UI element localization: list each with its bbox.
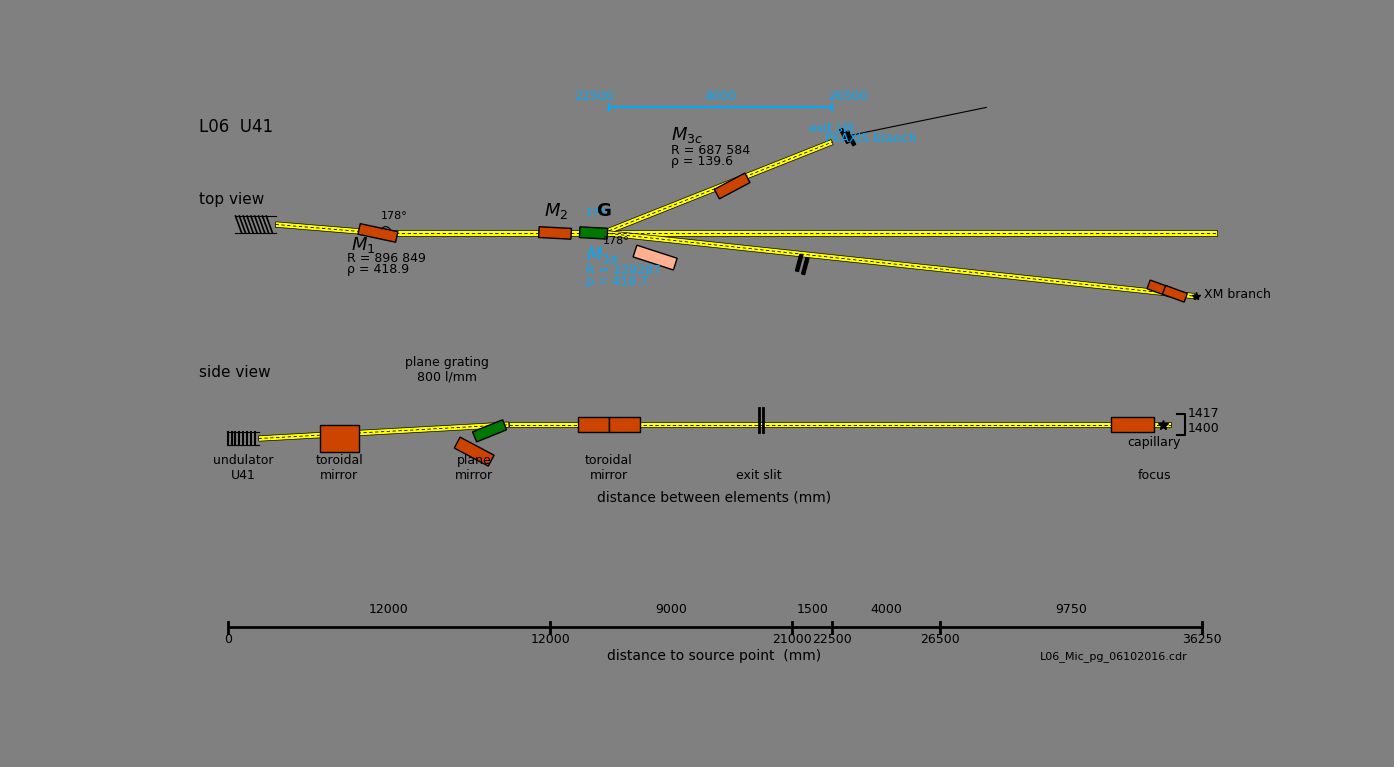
Text: 22500: 22500 bbox=[813, 633, 852, 646]
Polygon shape bbox=[1111, 417, 1154, 433]
Polygon shape bbox=[538, 227, 572, 239]
Text: focus: focus bbox=[1138, 469, 1171, 482]
Text: toroidal
mirror: toroidal mirror bbox=[585, 453, 633, 482]
Text: R = 229287: R = 229287 bbox=[585, 264, 661, 277]
Text: 1500: 1500 bbox=[796, 604, 828, 617]
Text: ρ = 418.7: ρ = 418.7 bbox=[585, 275, 648, 288]
Text: top view: top view bbox=[199, 192, 265, 206]
Text: $M_{3c}$: $M_{3c}$ bbox=[671, 125, 703, 145]
Polygon shape bbox=[802, 258, 809, 275]
Text: R = 687 584: R = 687 584 bbox=[671, 143, 750, 156]
Polygon shape bbox=[509, 422, 1171, 427]
Text: XM branch: XM branch bbox=[1200, 288, 1271, 301]
Text: toroidal
mirror: toroidal mirror bbox=[315, 453, 364, 482]
Text: 9000: 9000 bbox=[655, 604, 687, 617]
Polygon shape bbox=[609, 417, 640, 433]
Polygon shape bbox=[846, 130, 856, 146]
Text: $M_2$: $M_2$ bbox=[544, 201, 569, 221]
Text: 0: 0 bbox=[224, 633, 231, 646]
Text: $M_{3a}$: $M_{3a}$ bbox=[585, 245, 619, 265]
Text: exit slit: exit slit bbox=[809, 122, 855, 135]
Text: 4000: 4000 bbox=[704, 90, 736, 103]
Polygon shape bbox=[604, 230, 1195, 299]
Text: 174°: 174° bbox=[585, 208, 612, 218]
Text: plane grating
800 l/mm: plane grating 800 l/mm bbox=[406, 356, 489, 384]
Text: capillary: capillary bbox=[1128, 436, 1181, 449]
Text: undulator
U41: undulator U41 bbox=[213, 453, 273, 482]
Polygon shape bbox=[358, 224, 397, 242]
Text: 178°: 178° bbox=[602, 235, 630, 245]
Polygon shape bbox=[633, 245, 677, 270]
Text: ρ = 139.6: ρ = 139.6 bbox=[671, 155, 732, 168]
Polygon shape bbox=[580, 227, 608, 239]
Polygon shape bbox=[1147, 280, 1172, 297]
Text: 21000: 21000 bbox=[772, 633, 811, 646]
Polygon shape bbox=[839, 128, 849, 143]
Polygon shape bbox=[796, 255, 803, 272]
Text: 26500: 26500 bbox=[828, 90, 867, 103]
Polygon shape bbox=[579, 417, 609, 433]
Polygon shape bbox=[321, 425, 358, 452]
Text: ρ = 418.9: ρ = 418.9 bbox=[347, 263, 410, 276]
Text: 1417: 1417 bbox=[1188, 407, 1220, 420]
Text: L06_Mic_pg_06102016.cdr: L06_Mic_pg_06102016.cdr bbox=[1040, 651, 1188, 663]
Text: 4000: 4000 bbox=[870, 604, 902, 617]
Text: 12000: 12000 bbox=[530, 633, 570, 646]
Polygon shape bbox=[378, 230, 1217, 235]
Text: 36250: 36250 bbox=[1182, 633, 1221, 646]
Text: 22500: 22500 bbox=[574, 90, 613, 103]
Text: side view: side view bbox=[199, 365, 270, 380]
Text: 26500: 26500 bbox=[920, 633, 959, 646]
Polygon shape bbox=[275, 222, 378, 235]
Text: L06  U41: L06 U41 bbox=[199, 118, 273, 136]
Text: distance between elements (mm): distance between elements (mm) bbox=[598, 491, 831, 505]
Polygon shape bbox=[258, 422, 509, 441]
Polygon shape bbox=[1163, 285, 1188, 302]
Text: G: G bbox=[597, 202, 612, 220]
Polygon shape bbox=[473, 420, 506, 442]
Text: $M_1$: $M_1$ bbox=[351, 235, 375, 255]
Polygon shape bbox=[602, 140, 834, 235]
Polygon shape bbox=[454, 437, 493, 466]
Text: 178°: 178° bbox=[381, 211, 408, 221]
Polygon shape bbox=[714, 173, 750, 199]
Text: 1400: 1400 bbox=[1188, 423, 1220, 436]
Text: R = 896 849: R = 896 849 bbox=[347, 252, 427, 265]
Text: plane
mirror: plane mirror bbox=[454, 453, 493, 482]
Text: exit slit: exit slit bbox=[736, 469, 782, 482]
Text: distance to source point  (mm): distance to source point (mm) bbox=[608, 649, 821, 663]
Text: PEAXIS branch: PEAXIS branch bbox=[824, 132, 916, 145]
Text: 9750: 9750 bbox=[1055, 604, 1087, 617]
Text: 12000: 12000 bbox=[369, 604, 408, 617]
